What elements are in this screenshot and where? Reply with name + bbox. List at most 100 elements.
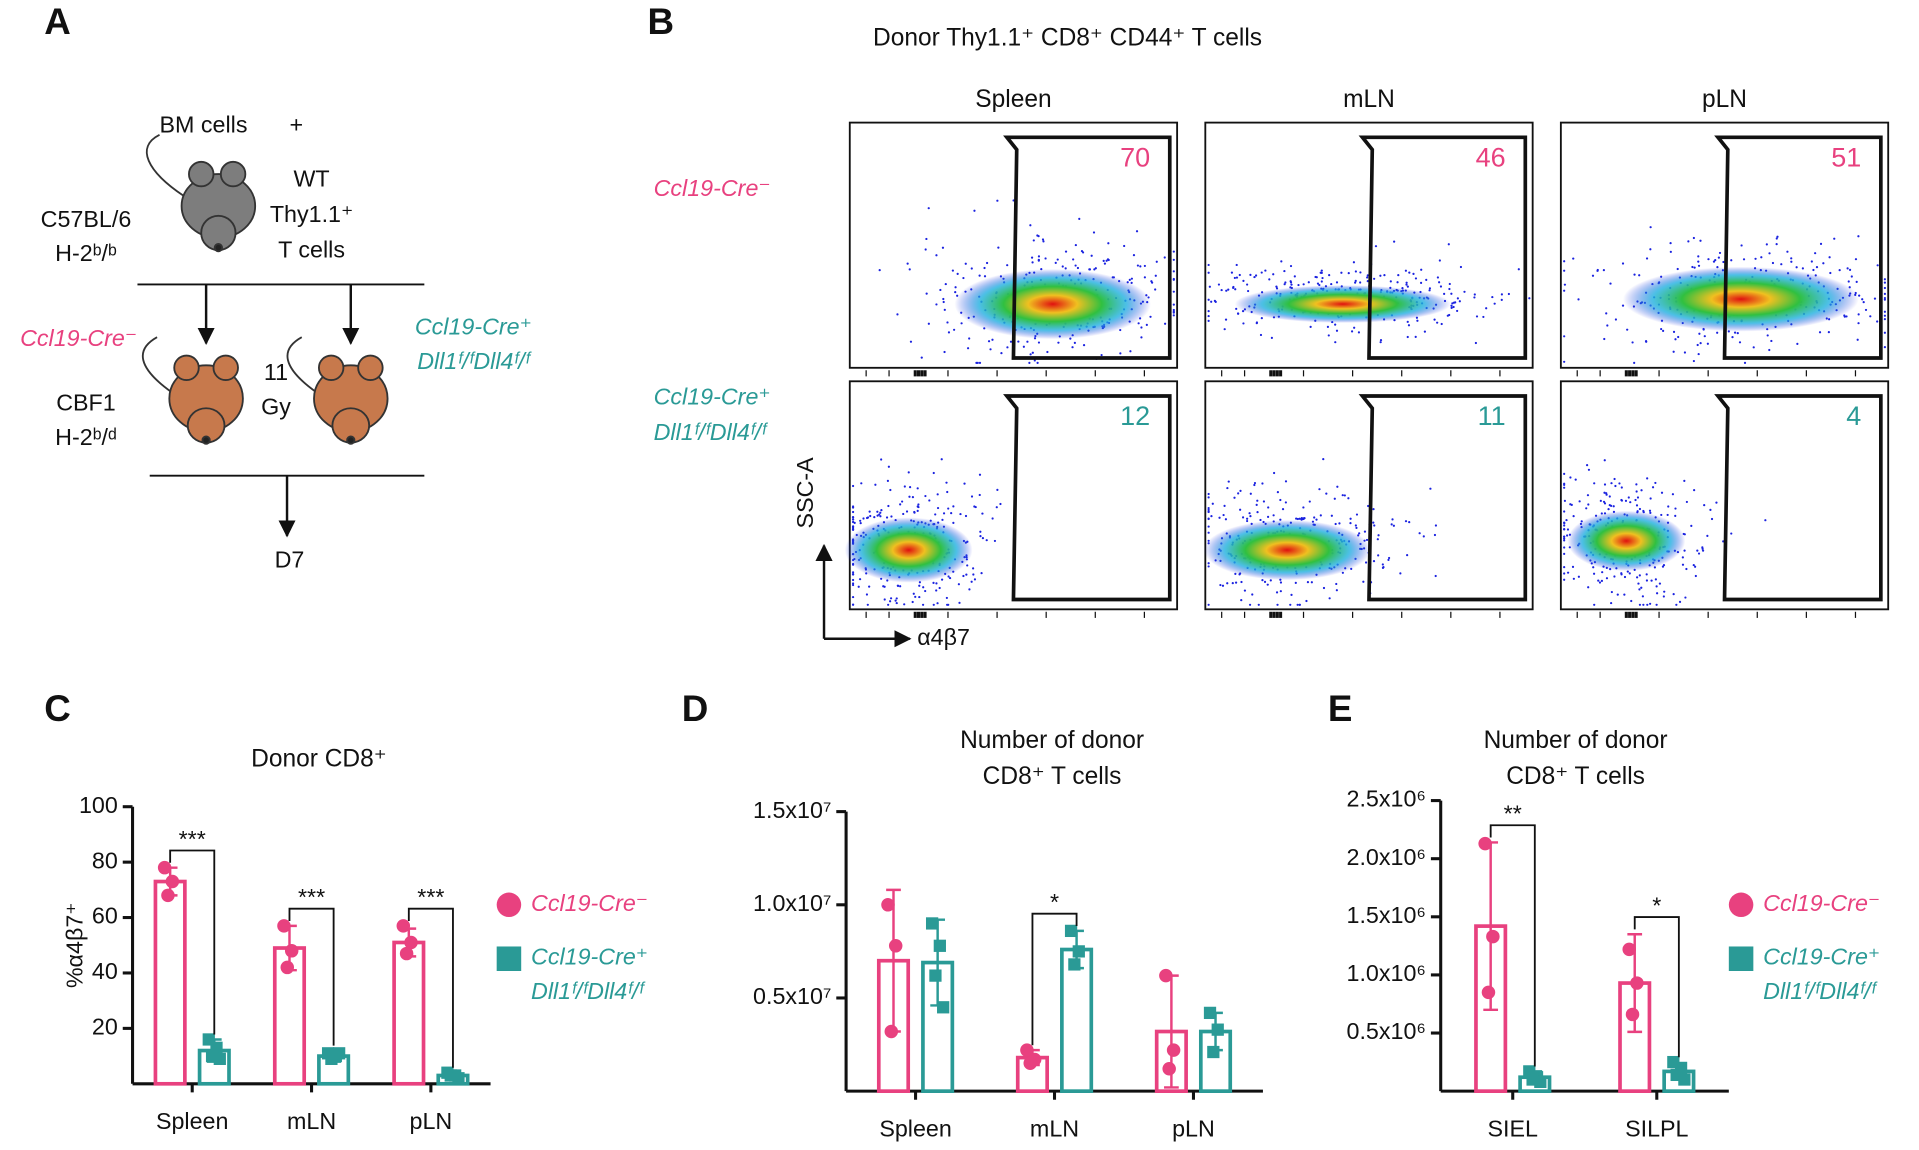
event-dot (1284, 281, 1287, 284)
event-dot (1217, 283, 1221, 286)
event-dot (1259, 518, 1262, 522)
event-dot (1135, 230, 1139, 233)
event-dot (1037, 235, 1040, 238)
event-dot (1373, 277, 1376, 280)
event-dot (1683, 479, 1686, 482)
data-point (161, 888, 175, 903)
event-dot (911, 600, 914, 604)
event-dot (1210, 515, 1213, 518)
event-dot (1305, 599, 1308, 603)
event-dot (1383, 274, 1386, 277)
event-dot (1450, 306, 1453, 309)
event-dot (1041, 238, 1045, 241)
event-dot (925, 237, 928, 241)
data-point (1678, 1073, 1691, 1086)
event-dot (1651, 486, 1655, 489)
event-dot (1738, 341, 1742, 344)
event-dot (1422, 535, 1425, 538)
event-dot (1268, 278, 1271, 281)
event-dot (1362, 580, 1365, 583)
event-dot (1280, 260, 1283, 263)
event-dot (1598, 581, 1602, 584)
event-dot (1633, 273, 1636, 276)
event-dot (1234, 581, 1238, 584)
event-dot (1603, 491, 1606, 494)
event-dot (1037, 258, 1040, 261)
event-dot (1710, 517, 1714, 521)
event-dot (1447, 243, 1450, 246)
event-dot (1224, 518, 1228, 521)
event-dot (1646, 603, 1649, 606)
y-tick-label: 1.5x10⁷ (753, 797, 831, 823)
data-point (1162, 1062, 1176, 1076)
event-dot (1883, 318, 1886, 321)
event-dot (1436, 321, 1439, 324)
label: D7 (275, 547, 305, 573)
event-dot (1298, 517, 1301, 520)
event-dot (1143, 264, 1146, 268)
event-dot (1237, 312, 1240, 315)
label: C57BL/6 (41, 206, 132, 232)
event-dot (1696, 549, 1699, 552)
event-dot (1883, 286, 1886, 290)
event-dot (1638, 274, 1641, 277)
data-point (1625, 1007, 1640, 1022)
event-dot (1765, 243, 1768, 246)
event-dot (1883, 296, 1886, 300)
event-dot (1775, 242, 1778, 246)
event-dot (1645, 257, 1649, 260)
event-dot (1743, 361, 1747, 365)
event-dot (1563, 482, 1566, 485)
event-dot (860, 482, 863, 485)
event-dot (1107, 258, 1110, 262)
event-dot (1353, 326, 1356, 329)
event-dot (887, 504, 890, 508)
event-dot (1876, 320, 1879, 323)
event-dot (1621, 262, 1625, 265)
event-dot (1845, 315, 1848, 318)
y-tick-label: 100 (79, 792, 118, 818)
event-dot (1261, 579, 1264, 582)
event-dot (1074, 243, 1077, 247)
event-dot (1640, 586, 1643, 589)
event-dot (1254, 274, 1258, 277)
x-tick-label: mLN (287, 1108, 336, 1134)
x-tick-label: SIEL (1487, 1116, 1538, 1142)
event-dot (1618, 482, 1621, 485)
event-dot (1366, 276, 1369, 279)
event-dot (899, 585, 902, 588)
event-dot (941, 518, 944, 521)
event-dot (1716, 331, 1719, 334)
event-dot (924, 589, 927, 593)
recipient-mouse (286, 336, 389, 445)
event-dot (1132, 254, 1136, 257)
event-dot (1275, 287, 1279, 290)
event-dot (859, 519, 862, 522)
event-dot (1485, 307, 1488, 310)
event-dot (954, 291, 957, 294)
event-dot (1243, 589, 1247, 592)
event-dot (1031, 261, 1034, 264)
event-dot (1143, 276, 1146, 279)
event-dot (1760, 256, 1763, 259)
event-dot (1207, 565, 1210, 568)
axis-label: α4β7 (917, 624, 970, 650)
legend-label: Ccl19-Cre⁺ Dll1ᶠ/ᶠDll4ᶠ/ᶠ (1763, 944, 1880, 1004)
event-dot (1354, 281, 1357, 284)
event-dot (952, 521, 955, 524)
event-dot (1276, 491, 1279, 494)
event-dot (962, 276, 965, 280)
event-dot (1308, 500, 1311, 503)
event-dot (962, 574, 965, 578)
event-dot (996, 488, 999, 492)
event-dot (1661, 565, 1665, 568)
event-dot (1699, 239, 1702, 242)
event-dot (1130, 277, 1133, 280)
event-dot (1733, 331, 1737, 334)
event-dot (1697, 352, 1700, 356)
event-dot (876, 514, 879, 517)
event-dot (1226, 582, 1229, 585)
event-dot (1347, 272, 1350, 275)
panel-a: A BM cells + WT Thy1.1⁺ T cells C57BL/6 … (20, 1, 532, 572)
event-dot (851, 518, 855, 521)
